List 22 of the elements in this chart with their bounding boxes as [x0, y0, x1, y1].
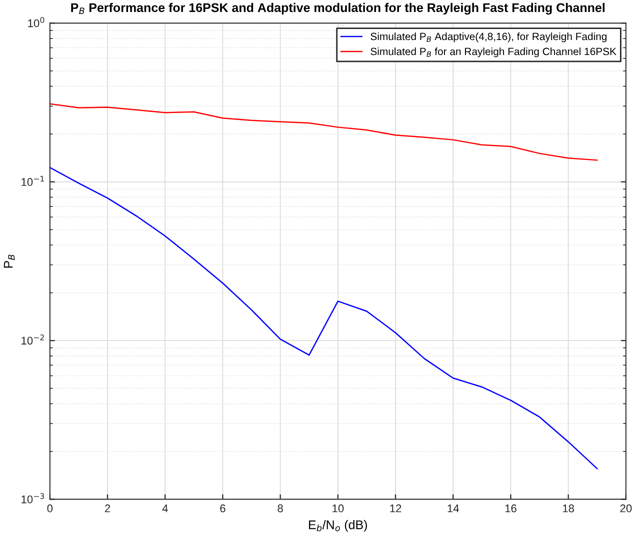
- x-tick-label: 18: [562, 504, 574, 512]
- x-tick-label: 10: [332, 504, 344, 512]
- x-tick-label: 4: [162, 504, 168, 512]
- line-series: [50, 166, 598, 470]
- y-axis-title: P$_{B}$: [4, 254, 15, 268]
- y-tick-label: 10$^{−2}$: [22, 334, 44, 345]
- x-tick-label: 16: [505, 504, 516, 512]
- x-tick-label: 12: [390, 504, 402, 512]
- x-tick-label: 20: [620, 504, 632, 512]
- x-tick-label: 0: [47, 504, 53, 512]
- x-tick-label: 6: [220, 504, 226, 512]
- line-series: [50, 103, 598, 161]
- x-axis-title: E$_{b}$/N$_{o}$ (dB): [309, 520, 367, 532]
- x-tick-label: 8: [278, 504, 283, 512]
- y-tick-label: 10$^{−3}$: [22, 493, 44, 504]
- legend-label: Simulated P$_{B}$ for an Rayleigh Fading Channel 16PSK: [370, 48, 616, 58]
- chart-title: P$_{B}$ Performance for 16PSK and Adaptive modulation for the Rayleigh Fast Fading Channel: [71, 2, 604, 15]
- x-tick-label: 14: [448, 504, 459, 512]
- y-tick-label: 10$^{−1}$: [22, 176, 44, 186]
- legend-label: Simulated P$_{B}$ Adaptive(4,8,16), for Rayleigh Fading: [370, 32, 607, 42]
- y-tick-label: 10$^{0}$: [28, 17, 44, 28]
- x-tick-label: 2: [104, 504, 110, 512]
